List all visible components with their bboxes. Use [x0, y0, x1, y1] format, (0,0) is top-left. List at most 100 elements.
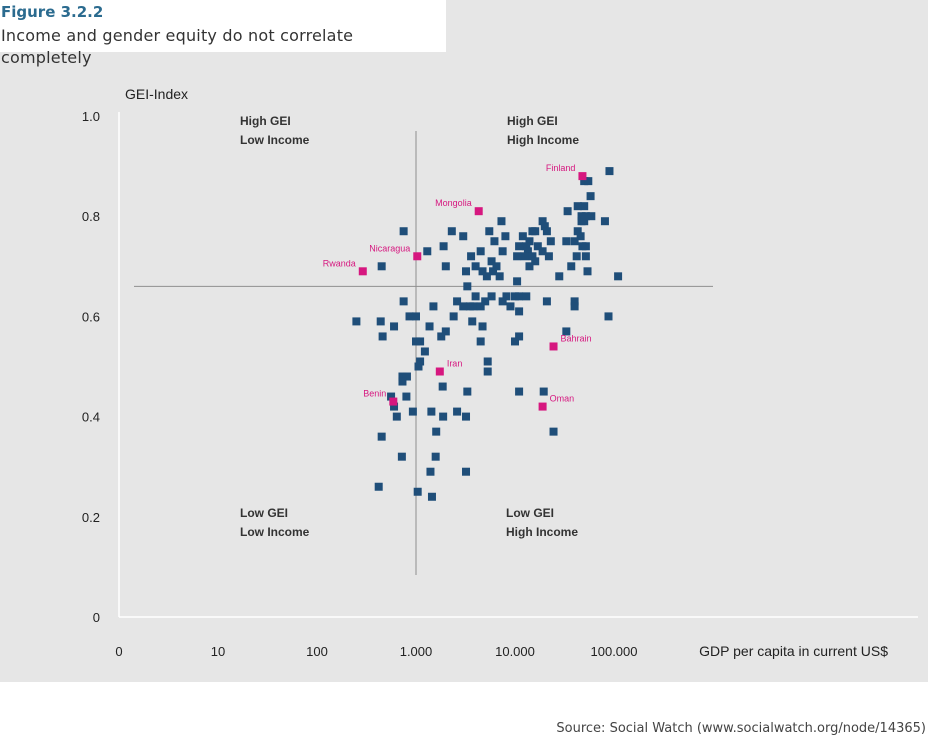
x-tick-labels: 0 10 100 1.000 10.000 100.000	[115, 644, 637, 659]
data-point	[465, 302, 474, 311]
quadrant-line-1: Low GEI	[506, 506, 554, 520]
data-point	[441, 327, 450, 336]
x-tick-label: 100	[306, 644, 328, 659]
y-axis-title: GEI-Index	[125, 86, 188, 102]
data-point	[492, 262, 501, 271]
data-point	[555, 272, 564, 281]
data-point	[462, 267, 471, 276]
data-point	[463, 282, 472, 291]
data-point	[533, 242, 542, 251]
data-point	[449, 312, 458, 321]
data-point	[481, 297, 490, 306]
data-point	[414, 362, 423, 371]
data-point	[515, 387, 524, 396]
data-point	[573, 202, 582, 211]
data-point	[476, 337, 485, 346]
data-point	[580, 202, 589, 211]
data-point	[528, 252, 537, 261]
data-point	[581, 212, 590, 221]
data-point	[412, 312, 420, 321]
data-point	[600, 217, 609, 226]
data-point	[408, 407, 417, 416]
data-point	[399, 297, 408, 306]
y-tick-label: 1.0	[82, 109, 100, 124]
data-point	[416, 337, 425, 346]
data-points	[352, 167, 623, 501]
quadrant-line-1: High GEI	[240, 114, 291, 128]
data-point	[581, 242, 590, 251]
data-point	[416, 357, 425, 366]
data-point	[502, 292, 511, 301]
quadrant-line-1: High GEI	[507, 114, 558, 128]
highlight-label: Mongolia	[435, 198, 472, 208]
data-point	[538, 217, 547, 226]
x-tick-label: 0	[115, 644, 122, 659]
quadrant-label-tr: High GEI High Income	[507, 114, 579, 147]
data-point	[487, 292, 496, 301]
data-point	[441, 262, 450, 271]
y-tick-label: 0.6	[82, 309, 100, 324]
data-point	[580, 177, 589, 186]
figure-header: Figure 3.2.2 Income and gender equity do…	[0, 0, 446, 67]
data-point	[476, 302, 485, 311]
data-point	[523, 247, 532, 256]
data-point	[515, 242, 524, 251]
data-point	[399, 227, 408, 236]
data-point	[531, 257, 540, 266]
data-point	[498, 247, 507, 256]
data-point	[605, 167, 614, 176]
data-point	[431, 452, 440, 461]
data-point	[576, 232, 585, 241]
data-point	[567, 262, 576, 271]
highlight-label: Iran	[447, 359, 463, 369]
data-point	[513, 252, 522, 261]
data-point	[420, 347, 429, 356]
y-tick-label: 0.2	[82, 510, 100, 525]
chart-panel	[0, 0, 928, 682]
highlight-point-benin	[389, 397, 398, 406]
data-point	[572, 252, 581, 261]
highlight-label: Finland	[546, 163, 576, 173]
quadrant-line-1: Low GEI	[240, 506, 288, 520]
highlight-label: Nicaragua	[369, 243, 410, 253]
data-point	[426, 467, 435, 476]
figure-title: Income and gender equity do not correlat…	[1, 26, 354, 67]
data-point	[518, 232, 527, 241]
data-point	[377, 432, 386, 441]
data-point	[462, 412, 471, 421]
data-point	[478, 267, 487, 276]
x-axis-title: GDP per capita in current US$	[699, 643, 888, 659]
data-point	[483, 367, 492, 376]
data-point	[352, 317, 361, 326]
data-point	[459, 302, 468, 311]
data-point	[528, 227, 537, 236]
data-point	[513, 277, 522, 286]
highlight-point-mongolia	[474, 207, 483, 216]
data-point	[520, 252, 529, 261]
data-point	[544, 252, 553, 261]
data-point	[402, 372, 411, 381]
y-tick-label: 0.8	[82, 209, 100, 224]
data-point	[614, 272, 623, 281]
data-point	[522, 242, 531, 251]
data-point	[583, 267, 592, 276]
data-point	[489, 267, 498, 276]
data-point	[522, 292, 531, 301]
data-point	[377, 262, 386, 271]
highlight-label: Bahrain	[561, 333, 592, 343]
data-point	[427, 492, 436, 501]
data-point	[549, 427, 558, 436]
data-point	[468, 317, 477, 326]
data-point	[478, 322, 487, 331]
y-tick-label: 0	[93, 610, 100, 625]
x-tick-label: 1.000	[400, 644, 433, 659]
data-point	[413, 487, 422, 496]
data-point	[540, 222, 549, 231]
data-point	[515, 332, 524, 341]
data-point	[539, 387, 548, 396]
data-point	[453, 297, 462, 306]
data-point	[525, 262, 534, 271]
data-point	[390, 322, 399, 331]
data-point	[587, 212, 596, 221]
data-point	[425, 322, 434, 331]
